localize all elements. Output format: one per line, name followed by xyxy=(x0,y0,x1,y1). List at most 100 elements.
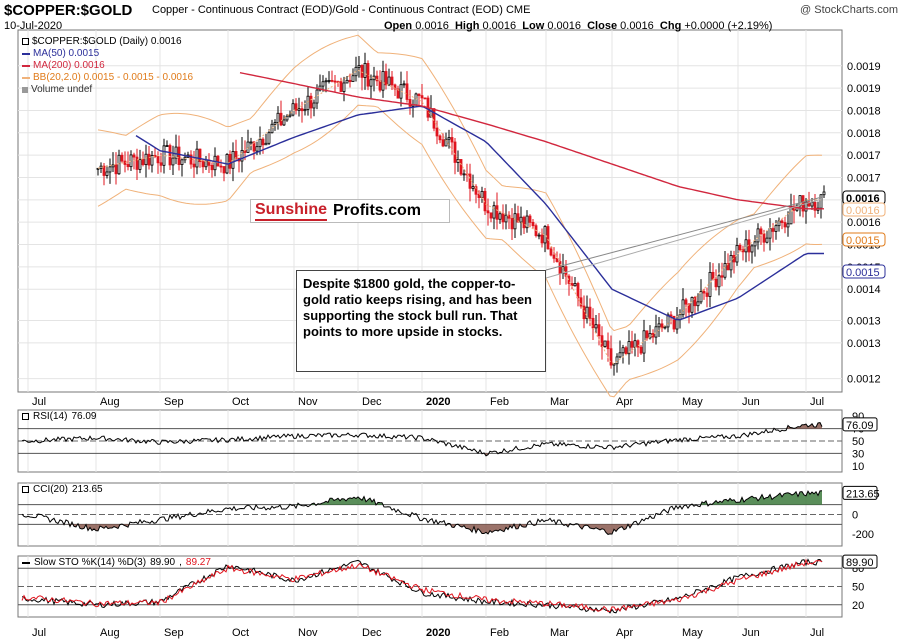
candle-body xyxy=(108,166,112,173)
candle-body xyxy=(564,266,568,277)
candle-body xyxy=(579,297,583,307)
legend-bb: BB(20,2.0) 0.0015 - 0.0015 - 0.0016 xyxy=(22,72,193,83)
candle-body xyxy=(432,108,436,129)
candle-body xyxy=(114,164,118,175)
x-tick-label: 2020 xyxy=(426,396,450,408)
bb-line-icon xyxy=(22,76,30,79)
candle-body xyxy=(126,164,130,168)
candle-body xyxy=(549,248,553,256)
price-tag-box xyxy=(842,232,886,247)
candle-body xyxy=(168,145,172,166)
y-tick-label: 0.0014 xyxy=(847,284,881,296)
x-tick-label-bottom: Feb xyxy=(490,627,509,639)
candle-body xyxy=(522,216,526,229)
y-tick-label: 0.0018 xyxy=(847,105,881,117)
candle-body xyxy=(453,141,457,163)
candle-body xyxy=(180,159,184,165)
candle-body xyxy=(360,65,364,78)
candle-body xyxy=(768,228,772,239)
indicator-tick-label: -200 xyxy=(852,529,874,541)
candle-body xyxy=(333,80,337,83)
indicator-value-label: 89.90 xyxy=(846,557,874,569)
rsi-title-value: 76.09 xyxy=(71,411,97,422)
candle-body xyxy=(324,80,328,83)
candle-body xyxy=(744,239,748,253)
ma200-line-icon xyxy=(22,64,30,67)
x-tick-label-bottom: May xyxy=(682,627,703,639)
candle-body xyxy=(750,245,754,253)
candle-body xyxy=(786,223,790,228)
x-tick-label: Apr xyxy=(616,396,633,408)
open-value: 0.0016 xyxy=(415,20,449,32)
candle-body xyxy=(822,191,826,196)
candle-body xyxy=(810,201,814,207)
candle-body xyxy=(363,63,367,78)
x-tick-label: Aug xyxy=(100,396,120,408)
candle-body xyxy=(192,163,196,168)
candle-body xyxy=(150,155,154,166)
open-label: Open xyxy=(384,20,413,32)
candle-body xyxy=(558,261,562,274)
candle-body xyxy=(504,214,508,223)
candle-body xyxy=(420,95,424,99)
candle-body xyxy=(261,138,265,146)
candle-body xyxy=(405,83,409,100)
candle-body xyxy=(495,205,499,220)
candle-body xyxy=(378,80,382,91)
ma50-line-icon xyxy=(22,52,30,55)
panel-frame xyxy=(17,29,843,393)
indicator-tick-label: 30 xyxy=(852,448,864,460)
indicator-line xyxy=(21,422,823,457)
candle-body xyxy=(606,340,610,350)
indicator-tick-label: 50 xyxy=(852,436,864,448)
y-tick-label: 0.0017 xyxy=(847,150,881,162)
candle-body xyxy=(690,297,694,313)
x-tick-label: Jul xyxy=(810,396,824,408)
candle-body xyxy=(228,154,232,169)
candle-body xyxy=(600,335,604,347)
candle-body xyxy=(339,81,343,92)
candle-body xyxy=(258,138,262,148)
candle-body xyxy=(603,340,607,347)
candle-body xyxy=(804,201,808,212)
candle-body xyxy=(672,315,676,330)
candle-body xyxy=(507,214,511,219)
y-tick-label: 0.0019 xyxy=(847,83,881,95)
candle-body xyxy=(231,151,235,169)
x-tick-label: Oct xyxy=(232,396,249,408)
x-tick-label-bottom: Oct xyxy=(232,627,249,639)
candle-body xyxy=(369,79,373,87)
y-tick-label: 0.0013 xyxy=(847,315,881,327)
annotation-pointer-line xyxy=(545,196,823,271)
legend-volume: Volume undef xyxy=(22,84,92,95)
bollinger-upper-band xyxy=(97,34,823,332)
ma50-line xyxy=(135,105,824,321)
annotation-box: Despite $1800 gold, the copper-to-gold r… xyxy=(296,270,546,372)
candle-body xyxy=(720,275,724,278)
candle-body xyxy=(105,171,109,176)
y-tick-label: 0.0016 xyxy=(847,217,881,229)
candle-body xyxy=(279,112,283,126)
candle-body xyxy=(789,205,793,225)
candle-body xyxy=(120,154,124,162)
candle-body xyxy=(342,82,346,92)
price-tag-label: 0.0016 xyxy=(846,205,880,217)
bollinger-lower-band xyxy=(97,104,823,398)
copyright-link[interactable]: @ StockCharts.com xyxy=(800,4,898,16)
candle-body xyxy=(408,99,412,107)
candle-body xyxy=(609,348,613,366)
candle-body xyxy=(216,155,220,167)
logo-red-text: Sunshine xyxy=(255,201,328,221)
price-tag-box xyxy=(842,202,886,217)
x-tick-label-bottom: Jul xyxy=(810,627,824,639)
candle-body xyxy=(681,299,685,316)
candle-body xyxy=(759,228,763,235)
sto-panel-title: Slow STO %K(14) %D(3) 89.90, 89.27 xyxy=(22,557,211,568)
candle-body xyxy=(102,165,106,176)
candle-body xyxy=(714,278,718,288)
candle-body xyxy=(441,139,445,147)
chg-value: +0.0000 (+2.19%) xyxy=(684,20,773,32)
price-tag-label: 0.0016 xyxy=(846,193,880,205)
candle-body xyxy=(585,306,589,320)
candle-body xyxy=(132,154,136,158)
